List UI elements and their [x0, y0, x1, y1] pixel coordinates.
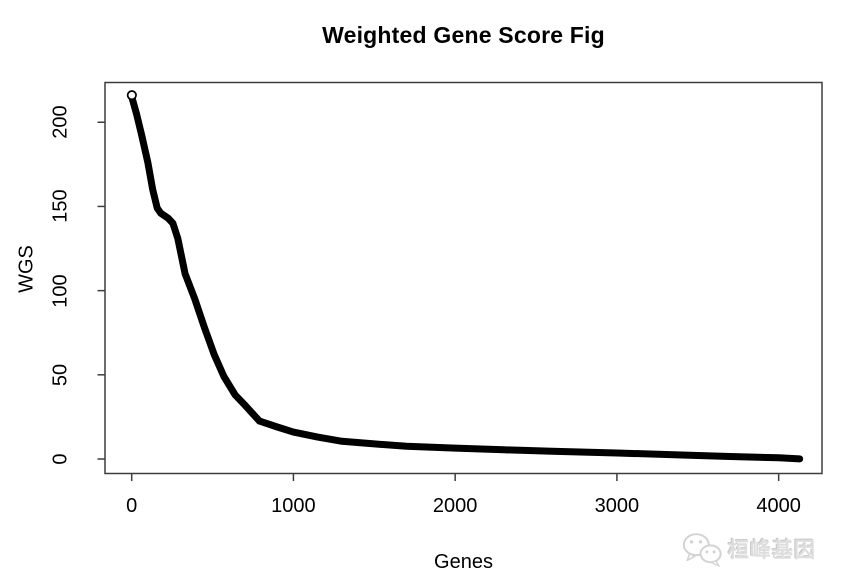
chart-title: Weighted Gene Score Fig: [322, 22, 605, 48]
first-point-marker: [126, 90, 137, 101]
y-tick-label: 200: [49, 105, 72, 139]
x-tick-label: 0: [126, 495, 138, 517]
plot-box: [104, 81, 823, 475]
y-tick-label: 150: [49, 189, 72, 224]
y-tick-label: 50: [49, 363, 72, 386]
x-tick-label: 4000: [756, 495, 801, 517]
x-axis-label: Genes: [434, 551, 493, 573]
y-axis-label: WGS: [15, 245, 38, 293]
x-tick-label: 1000: [271, 495, 316, 517]
gene-score-curve: [128, 93, 804, 463]
y-tick-label: 100: [49, 273, 72, 308]
y-tick-label: 0: [49, 453, 72, 465]
x-tick-label: 2000: [432, 495, 478, 517]
watermark: 桓峰基因: [681, 530, 816, 568]
wechat-icon: [682, 533, 722, 567]
x-tick-label: 3000: [594, 495, 640, 517]
watermark-text: 桓峰基因: [728, 539, 816, 562]
